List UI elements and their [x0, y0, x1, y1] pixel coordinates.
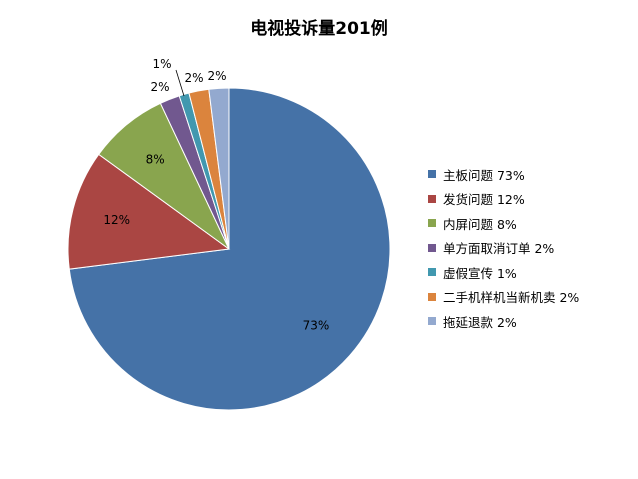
legend-swatch — [428, 243, 436, 252]
legend-label: 虚假宣传 1% — [443, 265, 517, 281]
pie-slice — [67, 153, 231, 270]
chart-legend: 主板问题 73% 发货问题 12% 内屏问题 8% 单方面取消订单 2% 虚假宣传 1%… — [428, 162, 579, 334]
legend-item: 内屏问题 8% — [428, 211, 579, 236]
legend-label: 单方面取消订单 2% — [443, 241, 555, 257]
data-label: 2% — [207, 69, 226, 83]
data-label: 1% — [152, 57, 171, 71]
legend-swatch — [428, 219, 436, 228]
data-label: 2% — [184, 71, 203, 85]
data-label: 73% — [303, 319, 330, 333]
legend-item: 主板问题 73% — [428, 162, 579, 187]
legend-item: 二手机样机当新机卖 2% — [428, 285, 579, 310]
legend-swatch — [428, 170, 436, 179]
legend-label: 发货问题 12% — [443, 192, 525, 208]
legend-swatch — [428, 194, 436, 203]
legend-swatch — [428, 317, 436, 326]
legend-item: 拖延退款 2% — [428, 309, 579, 334]
legend-label: 二手机样机当新机卖 2% — [443, 290, 580, 306]
legend-label: 内屏问题 8% — [443, 216, 517, 232]
leader-line — [175, 69, 185, 97]
legend-label: 主板问题 73% — [443, 167, 525, 183]
legend-item: 虚假宣传 1% — [428, 260, 579, 285]
legend-label: 拖延退款 2% — [443, 314, 517, 330]
legend-swatch — [428, 268, 436, 277]
legend-item: 发货问题 12% — [428, 187, 579, 212]
pie-slice — [208, 87, 230, 250]
data-label: 12% — [103, 213, 130, 227]
data-label: 2% — [150, 80, 169, 94]
data-label: 8% — [146, 153, 165, 167]
legend-swatch — [428, 292, 436, 301]
chart-title: 电视投诉量201例 — [250, 19, 388, 39]
legend-item: 单方面取消订单 2% — [428, 236, 579, 261]
